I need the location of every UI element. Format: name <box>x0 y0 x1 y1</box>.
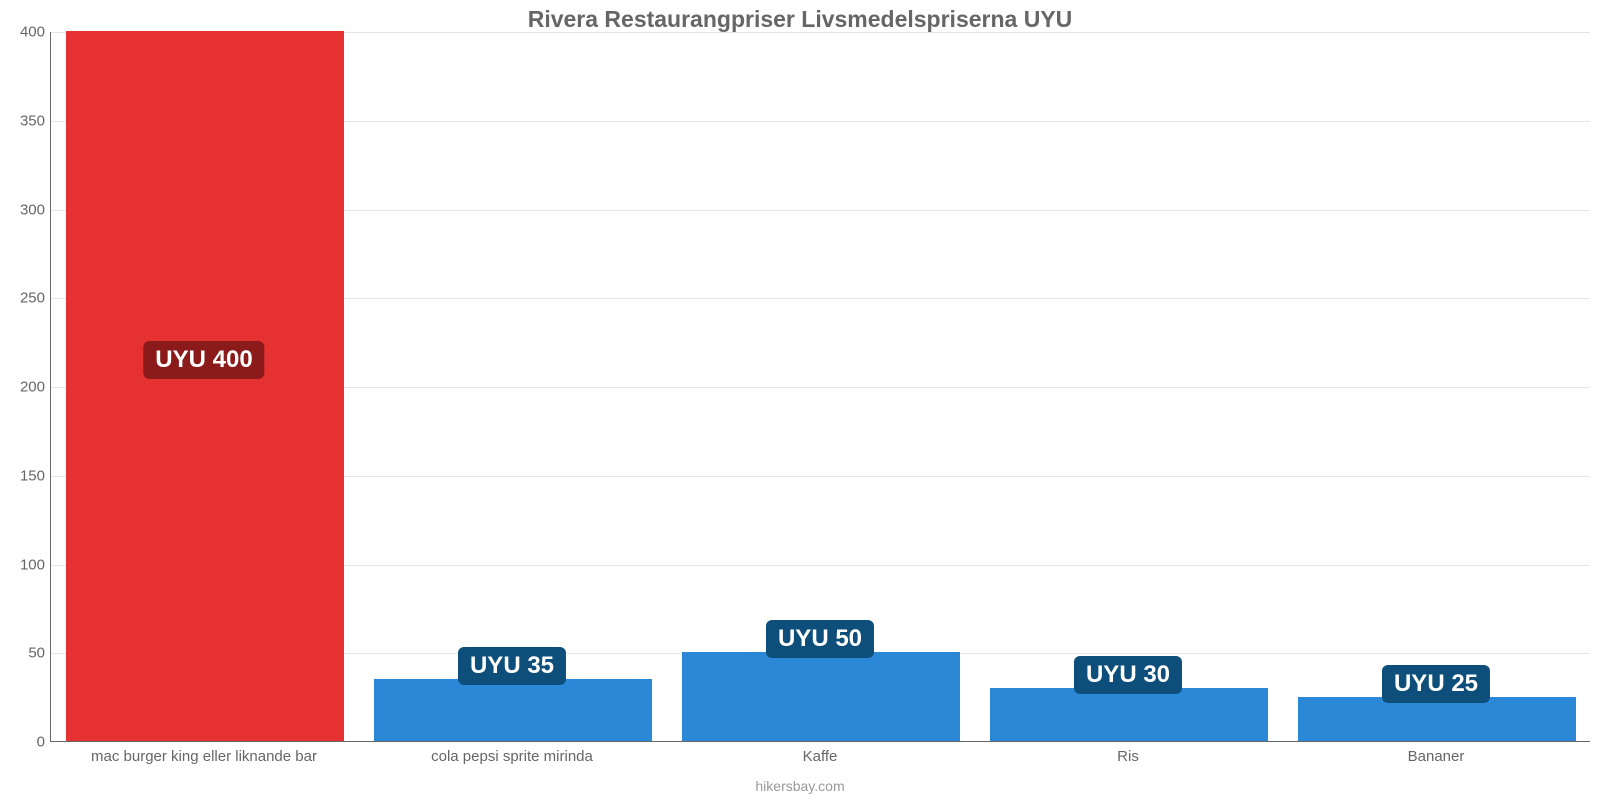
ytick-label: 300 <box>5 201 45 218</box>
xtick-label: Ris <box>988 748 1268 765</box>
bar <box>66 31 343 741</box>
value-label: UYU 25 <box>1382 665 1490 703</box>
source-attribution: hikersbay.com <box>0 778 1600 794</box>
ytick-label: 400 <box>5 24 45 41</box>
ytick-label: 250 <box>5 290 45 307</box>
ytick-label: 200 <box>5 379 45 396</box>
ytick-label: 50 <box>5 645 45 662</box>
xtick-label: mac burger king eller liknande bar <box>64 748 344 765</box>
ytick-label: 150 <box>5 467 45 484</box>
bar <box>1298 697 1575 741</box>
xtick-label: cola pepsi sprite mirinda <box>372 748 652 765</box>
bar <box>374 679 651 741</box>
xtick-label: Bananer <box>1296 748 1576 765</box>
bar <box>682 652 959 741</box>
value-label: UYU 50 <box>766 620 874 658</box>
value-label: UYU 35 <box>458 647 566 685</box>
chart-container: Rivera Restaurangpriser Livsmedelspriser… <box>0 0 1600 800</box>
value-label: UYU 400 <box>143 341 264 379</box>
xtick-label: Kaffe <box>680 748 960 765</box>
chart-title: Rivera Restaurangpriser Livsmedelspriser… <box>0 6 1600 33</box>
value-label: UYU 30 <box>1074 656 1182 694</box>
ytick-label: 350 <box>5 112 45 129</box>
ytick-label: 100 <box>5 556 45 573</box>
bar <box>990 688 1267 741</box>
ytick-label: 0 <box>5 734 45 751</box>
